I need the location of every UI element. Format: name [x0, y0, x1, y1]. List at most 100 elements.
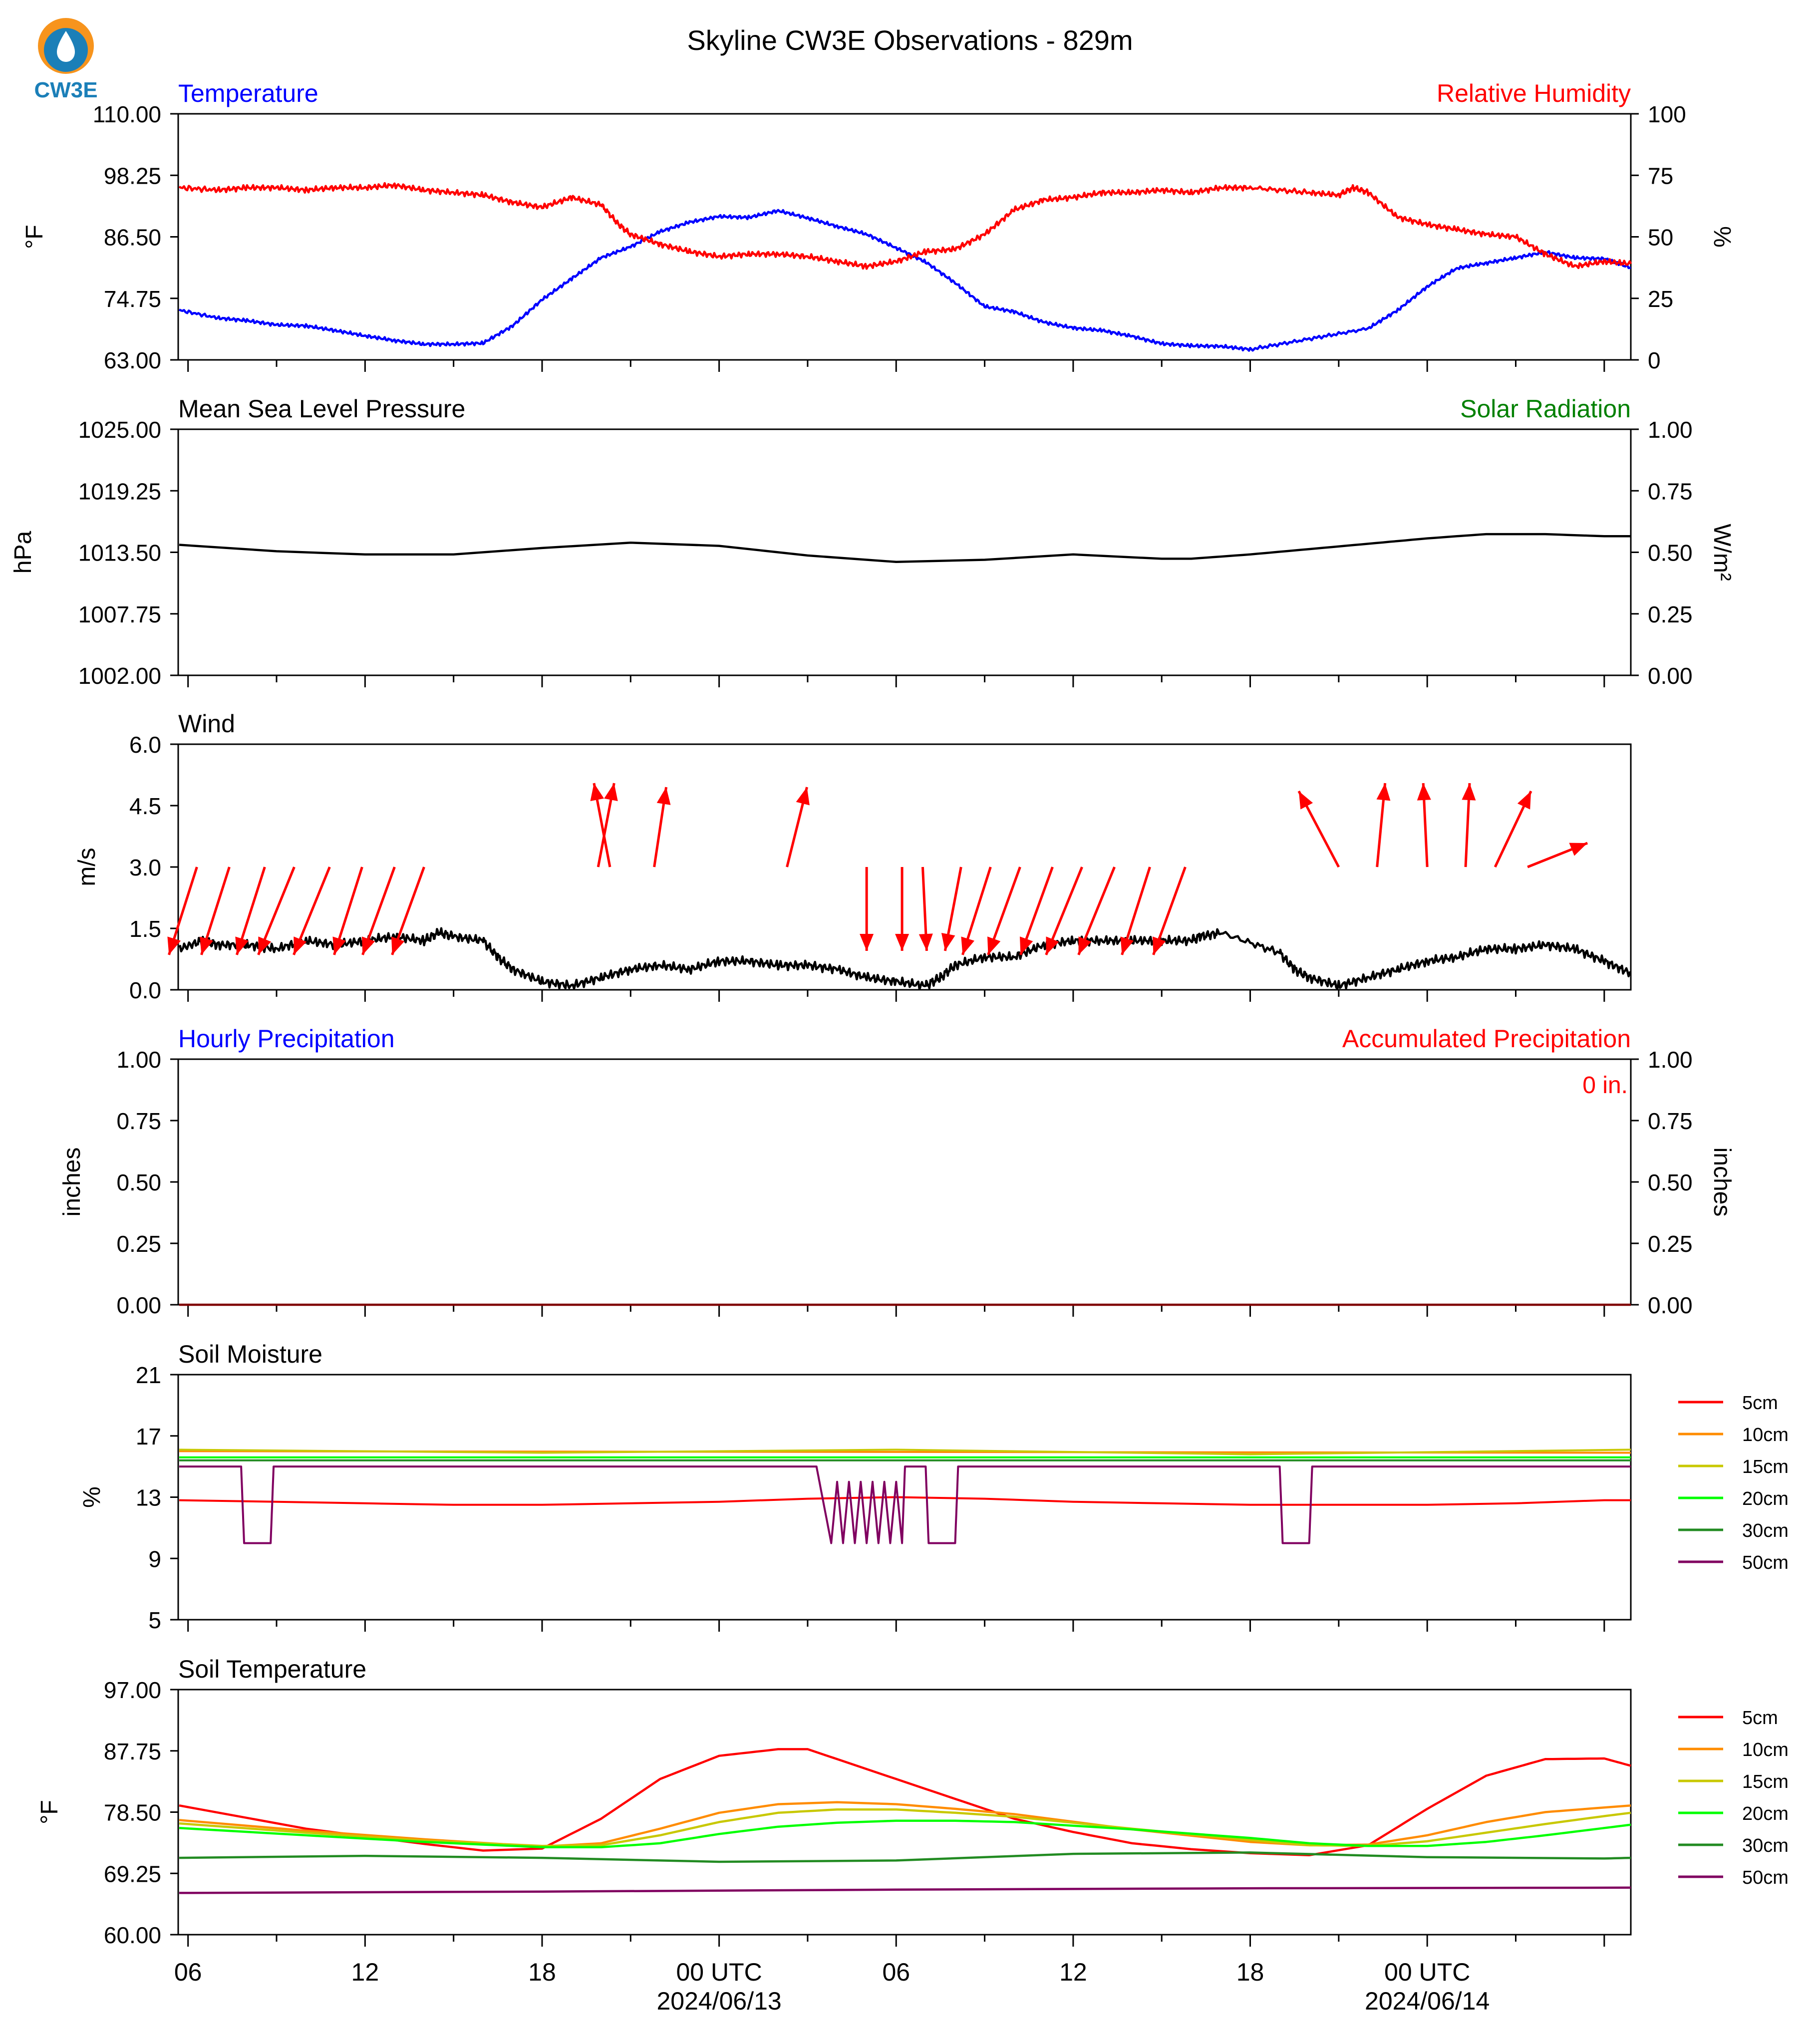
y-tick-label: 0.25 [116, 1231, 161, 1257]
wind-arrow-head [361, 936, 375, 955]
wind-arrow-head [590, 783, 604, 801]
wind-arrow-head [1020, 936, 1033, 955]
legend-label: 50cm [1742, 1552, 1789, 1573]
logo-text: CW3E [34, 78, 97, 102]
y2-tick-label: 0.75 [1648, 478, 1693, 504]
wind-arrow-head [391, 936, 405, 955]
x-tick-label: 06 [174, 1958, 202, 1986]
y-tick-label: 1025.00 [78, 417, 161, 443]
panel-title: Soil Moisture [178, 1340, 322, 1368]
y2-axis-label: inches [1709, 1148, 1735, 1217]
wind-arrow-head [895, 934, 910, 951]
wind-arrow-head [604, 783, 618, 801]
y-axis-label: % [79, 1486, 105, 1508]
panel-precip: 0.00 0.25 0.50 0.75 1.00 0.00 0.25 0.50 0.75 1.00… [59, 1025, 1735, 1318]
x-tick-label: 12 [1059, 1958, 1087, 1986]
y2-tick-label: 25 [1648, 286, 1673, 312]
x-date-label: 2024/06/14 [1365, 1987, 1490, 2015]
series-line-5cm [179, 1496, 1631, 1506]
cw3e-logo: CW3E [34, 18, 98, 102]
wind-arrow-head [860, 934, 874, 951]
panel-title: Soil Temperature [178, 1655, 366, 1683]
panel-title: Temperature [178, 79, 318, 107]
series-line-wind-speed [178, 927, 1632, 991]
y-tick-label: 21 [136, 1362, 161, 1388]
y-tick-label: 110.00 [93, 101, 161, 127]
plot-frame [177, 1689, 1632, 1936]
y-tick-label: 9 [148, 1546, 161, 1572]
x-tick-label: 00 UTC [676, 1958, 762, 1986]
wind-arrow-head [1376, 783, 1391, 801]
legend-label: 5cm [1742, 1708, 1778, 1729]
plot-frame [177, 113, 1632, 361]
y-tick-label: 78.50 [104, 1800, 161, 1826]
y2-tick-label: 1.00 [1648, 417, 1693, 443]
legend-label: 30cm [1742, 1520, 1789, 1541]
panel-wind: 0.0 1.5 3.0 4.5 6.0 Wind m/s [74, 710, 1632, 1003]
wind-arrow-head [987, 936, 1001, 955]
y-tick-label: 1.5 [129, 916, 161, 942]
y-tick-label: 1007.75 [78, 601, 161, 627]
x-tick-label: 00 UTC [1384, 1958, 1470, 1986]
panel-title-right: Relative Humidity [1437, 79, 1631, 107]
plot-frame [177, 1058, 1632, 1306]
y-tick-label: 0.0 [129, 977, 161, 1003]
series-line-15cm [179, 1449, 1631, 1455]
y-tick-label: 0.50 [116, 1169, 161, 1195]
y2-tick-label: 0.00 [1648, 663, 1693, 689]
y2-tick-label: 75 [1648, 163, 1673, 189]
y2-tick-label: 0.50 [1648, 540, 1693, 566]
wind-arrow-head [1569, 843, 1588, 856]
wind-arrow-head [1298, 791, 1313, 810]
wind-arrow-head [200, 936, 214, 955]
series-line-15cm [179, 1808, 1631, 1847]
wind-arrow-head [1046, 936, 1059, 955]
wind-arrow-head [961, 936, 974, 955]
panel-soil-moisture: 5 9 13 17 21 Soil Moisture% 5cm 10cm 15cm 20cm 30c… [79, 1340, 1789, 1633]
y-axis-label: inches [59, 1148, 85, 1217]
legend-label: 5cm [1742, 1393, 1778, 1414]
legend-label: 20cm [1742, 1488, 1789, 1509]
wind-arrow-head [235, 936, 249, 955]
series-line-relative-humidity [178, 182, 1632, 270]
legend-label: 15cm [1742, 1771, 1789, 1792]
wind-arrow-head [656, 787, 671, 805]
y-tick-label: 4.5 [129, 793, 161, 819]
series-line-mean-sea-level-pressure [179, 533, 1631, 564]
x-tick-label: 18 [528, 1958, 556, 1986]
y-tick-label: 13 [136, 1485, 161, 1511]
x-date-label: 2024/06/13 [656, 1987, 781, 2015]
legend-label: 10cm [1742, 1739, 1789, 1760]
y-tick-label: 1019.25 [78, 478, 161, 504]
y-tick-label: 5 [148, 1607, 161, 1633]
series-line-50cm [179, 1886, 1631, 1894]
y2-tick-label: 0.00 [1648, 1292, 1693, 1318]
y-tick-label: 0.00 [116, 1292, 161, 1318]
logo-drop-icon [57, 31, 75, 62]
wind-arrow-head [167, 936, 181, 955]
panel-soil-temperature: 60.00 69.25 78.50 87.75 97.00 Soil Temperatur… [36, 1655, 1789, 1948]
series-line-20cm [179, 1819, 1631, 1849]
y-tick-label: 1.00 [116, 1047, 161, 1073]
accumulated-total-label: 0 in. [1582, 1072, 1628, 1099]
series-line-temperature [178, 209, 1631, 352]
y-tick-label: 97.00 [104, 1677, 161, 1703]
y2-tick-label: 50 [1648, 225, 1673, 251]
panels: 63.00 74.75 86.50 98.25 110.00 0 25 50 75 100 Temp… [10, 79, 1789, 2015]
x-tick-label: 18 [1236, 1958, 1264, 1986]
wind-arrow-head [258, 936, 272, 955]
y-tick-label: 1002.00 [78, 663, 161, 689]
y2-axis-label: % [1709, 226, 1735, 248]
y-axis-label: °F [21, 225, 48, 249]
wind-arrow-head [796, 787, 810, 806]
wind-arrow-head [1153, 936, 1166, 955]
series-line-50cm [179, 1465, 1631, 1544]
legend-label: 50cm [1742, 1867, 1789, 1888]
legend-label: 20cm [1742, 1803, 1789, 1824]
panel-title: Wind [178, 710, 235, 738]
y2-tick-label: 0.50 [1648, 1169, 1693, 1195]
legend-label: 15cm [1742, 1456, 1789, 1477]
plot-frame [177, 743, 1632, 991]
y-tick-label: 87.75 [104, 1738, 161, 1764]
